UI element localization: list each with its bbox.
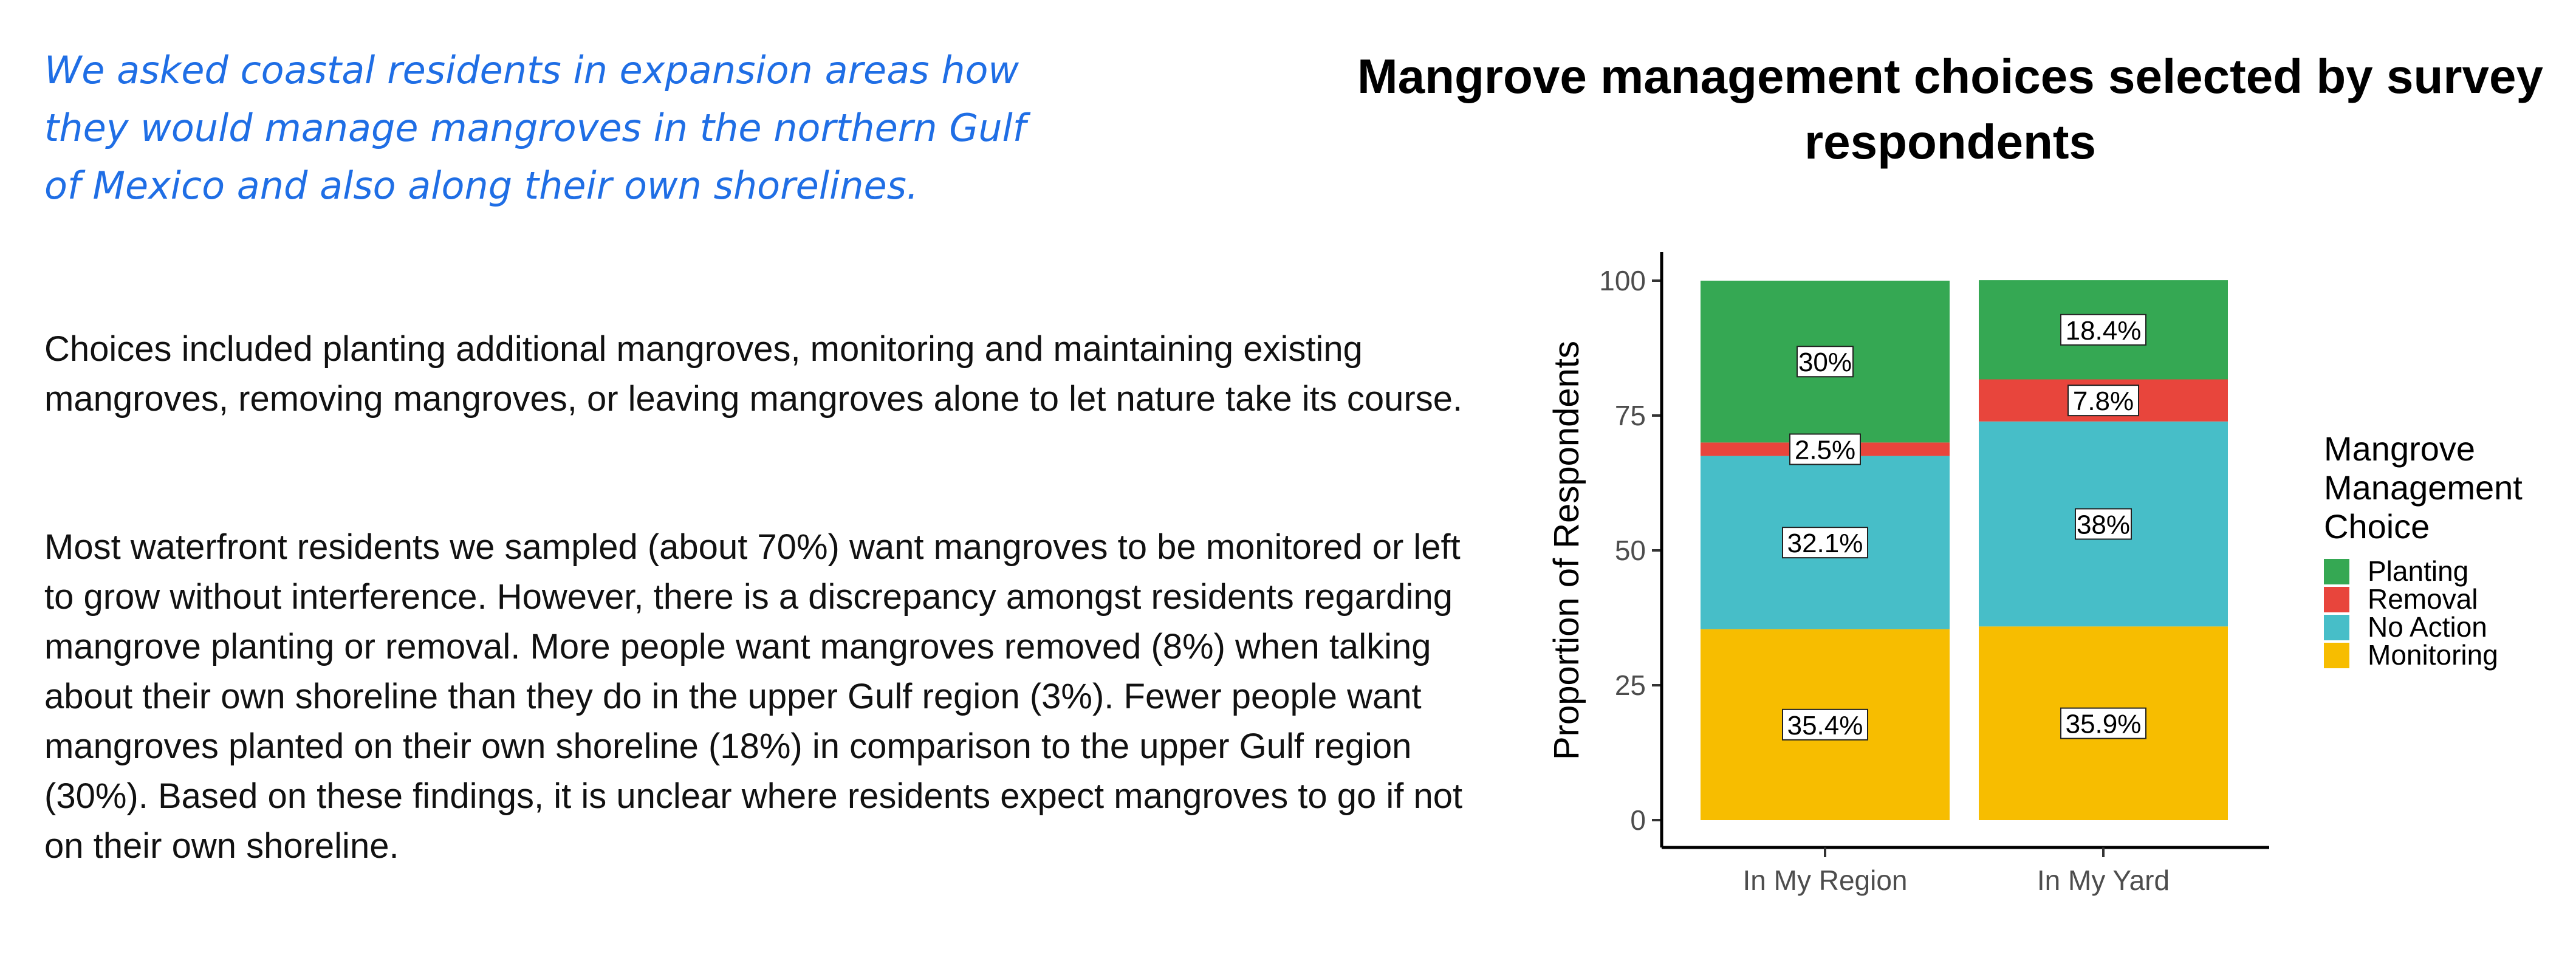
data-label-box xyxy=(1782,527,1868,559)
legend-label: Planting xyxy=(2368,555,2468,587)
y-tick-label: 25 xyxy=(1615,669,1646,701)
data-label: 7.8% xyxy=(2073,386,2134,416)
data-label-box xyxy=(1797,346,1854,378)
x-tick-label: In My Yard xyxy=(2037,864,2170,896)
legend-label: Removal xyxy=(2368,583,2478,615)
y-axis-title: Proportion of Respondents xyxy=(1547,341,1586,760)
data-label: 18.4% xyxy=(2066,316,2142,346)
data-label-box xyxy=(2075,508,2132,540)
data-label: 38% xyxy=(2077,510,2130,539)
data-label-box xyxy=(2067,385,2139,417)
legend-title: Mangrove xyxy=(2324,430,2475,468)
data-label-box xyxy=(2060,313,2146,346)
y-tick-label: 0 xyxy=(1630,804,1646,836)
chart-title: Mangrove management choices selected by … xyxy=(1357,49,2543,169)
x-tick-label: In My Region xyxy=(1742,864,1907,896)
legend-swatch-monitoring xyxy=(2324,643,2349,668)
data-label: 32.1% xyxy=(1787,529,1863,558)
legend-title: Management xyxy=(2324,468,2523,507)
y-tick-label: 50 xyxy=(1615,535,1646,566)
data-label-box xyxy=(1782,708,1868,741)
legend-swatch-no-action xyxy=(2324,615,2349,640)
data-label: 30% xyxy=(1798,347,1852,377)
y-tick-label: 75 xyxy=(1615,400,1646,431)
data-label: 2.5% xyxy=(1795,436,1855,465)
data-label: 35.9% xyxy=(2066,710,2142,739)
intro-text: We asked coastal residents in expansion … xyxy=(44,48,1026,208)
legend-title: Choice xyxy=(2324,507,2430,546)
legend-label: No Action xyxy=(2368,611,2487,643)
legend-label: Monitoring xyxy=(2368,639,2498,671)
legend-swatch-removal xyxy=(2324,587,2349,612)
data-label-box xyxy=(1789,433,1861,465)
legend-swatch-planting xyxy=(2324,559,2349,584)
data-label-box xyxy=(2060,707,2146,739)
paragraph-choices: Choices included planting additional man… xyxy=(44,329,1463,419)
paragraph-findings: Most waterfront residents we sampled (ab… xyxy=(44,527,1463,866)
y-tick-label: 100 xyxy=(1599,265,1646,296)
data-label: 35.4% xyxy=(1787,711,1863,741)
